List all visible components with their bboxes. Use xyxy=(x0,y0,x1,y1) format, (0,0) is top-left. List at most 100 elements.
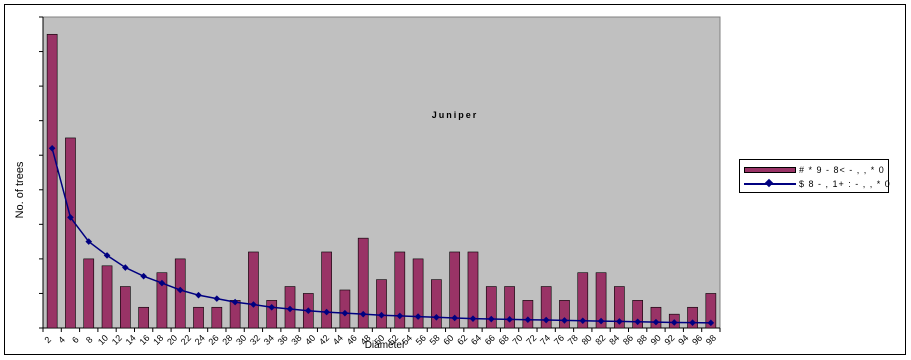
x-tick-label: 74 xyxy=(538,333,552,347)
bar xyxy=(193,306,204,329)
bars-layer xyxy=(46,33,717,329)
line-point xyxy=(231,298,239,306)
legend-entry-line: $ 8 - , 1+ : - , , * 0 xyxy=(744,177,891,191)
line-point xyxy=(195,291,202,299)
line-point xyxy=(579,317,587,325)
line-point xyxy=(652,318,660,326)
bar xyxy=(101,265,113,329)
bar xyxy=(485,286,497,329)
x-tick-label: 22 xyxy=(179,333,193,347)
line-point xyxy=(305,307,312,315)
line-point xyxy=(359,310,367,318)
x-tick-label: 76 xyxy=(552,333,566,347)
line-point xyxy=(396,312,404,320)
legend-bar-swatch xyxy=(744,167,796,173)
line-point xyxy=(506,316,513,323)
x-tick-label: 14 xyxy=(124,333,138,347)
x-tick-label: 6 xyxy=(70,335,81,346)
x-tick-label: 80 xyxy=(580,333,594,347)
legend-line-swatch xyxy=(744,179,796,189)
line-point xyxy=(561,317,568,324)
bar xyxy=(540,286,552,329)
chart-title: Juniper xyxy=(432,110,479,120)
line-layer xyxy=(48,145,715,327)
x-tick-label: 78 xyxy=(566,333,580,347)
legend-line-label: $ 8 - , 1+ : - , , * 0 xyxy=(799,179,891,189)
line-point xyxy=(122,264,129,271)
x-tick-label: 58 xyxy=(428,333,442,347)
x-tick-label: 86 xyxy=(621,333,635,347)
line-point xyxy=(634,318,641,326)
x-tick-label: 72 xyxy=(524,333,538,347)
bar xyxy=(632,300,643,329)
line-point xyxy=(213,295,221,302)
line-point xyxy=(469,315,477,322)
line-point xyxy=(524,316,532,324)
line-point xyxy=(433,313,440,321)
x-tick-label: 28 xyxy=(220,333,234,347)
bar xyxy=(120,286,131,329)
bar xyxy=(174,258,186,329)
x-tick-label: 84 xyxy=(607,333,621,347)
x-tick-label: 90 xyxy=(649,333,663,347)
line-point xyxy=(158,279,166,287)
bar xyxy=(376,279,387,329)
bar xyxy=(266,300,278,329)
line-point xyxy=(451,314,458,322)
line-point xyxy=(140,272,147,280)
x-tick-label: 56 xyxy=(414,333,428,347)
line-point xyxy=(323,308,330,316)
x-tick-label: 68 xyxy=(497,333,511,347)
bar xyxy=(687,306,698,329)
line-point xyxy=(176,286,184,294)
x-axis-label: Diameter xyxy=(365,340,406,351)
x-tick-label: 24 xyxy=(193,333,207,347)
bar xyxy=(339,289,351,329)
x-tick-label: 30 xyxy=(234,333,248,347)
bar xyxy=(248,251,259,329)
legend-bar-label: # * 9 - 8< - , , * 0 xyxy=(799,165,885,175)
bar xyxy=(65,137,76,329)
x-tick-label: 46 xyxy=(345,333,359,347)
x-tick-label: 60 xyxy=(441,333,455,347)
line-point xyxy=(250,301,257,308)
line-point xyxy=(48,145,56,152)
chart-frame: 2 4 6 8 10 12 14 16 18 20 22 24 26 28 30 32 34 36 38 40 42 44… xyxy=(4,4,906,355)
line-point xyxy=(597,317,605,325)
chart-svg: 2 4 6 8 10 12 14 16 18 20 22 24 26 28 30 32 34 36 38 40 42 44… xyxy=(14,16,721,351)
bar xyxy=(138,306,149,329)
bar xyxy=(522,300,534,329)
x-tick-label: 42 xyxy=(317,333,331,347)
line-point xyxy=(487,315,495,323)
x-tick-label: 98 xyxy=(704,333,718,347)
x-tick-label: 2 xyxy=(42,335,53,346)
bar xyxy=(577,272,589,329)
line-point xyxy=(378,311,385,319)
line-point xyxy=(689,319,696,326)
x-tick-label: 82 xyxy=(593,333,607,347)
x-tick-label: 66 xyxy=(483,333,497,347)
bar xyxy=(595,272,607,329)
bar xyxy=(650,306,662,329)
bar xyxy=(83,258,95,329)
x-tick-label: 18 xyxy=(151,333,165,347)
x-tick-label: 92 xyxy=(662,333,676,347)
x-tick-label: 32 xyxy=(248,333,262,347)
x-tick-label: 8 xyxy=(84,335,95,346)
line-point xyxy=(707,319,715,327)
x-tick-label: 64 xyxy=(469,333,483,347)
x-tick-label: 26 xyxy=(207,333,221,347)
x-tick-label: 20 xyxy=(165,333,179,347)
bar xyxy=(614,286,625,329)
line-point xyxy=(414,313,422,320)
x-tick-label: 16 xyxy=(137,333,151,347)
plot-area xyxy=(42,16,721,329)
x-tick-label: 62 xyxy=(455,333,469,347)
x-tick-label: 34 xyxy=(262,333,276,347)
bar xyxy=(357,237,369,329)
bar xyxy=(46,33,58,329)
line-point xyxy=(85,238,93,245)
x-tick-label: 38 xyxy=(289,333,303,347)
x-tick-label: 96 xyxy=(690,333,704,347)
line-point xyxy=(670,319,678,326)
